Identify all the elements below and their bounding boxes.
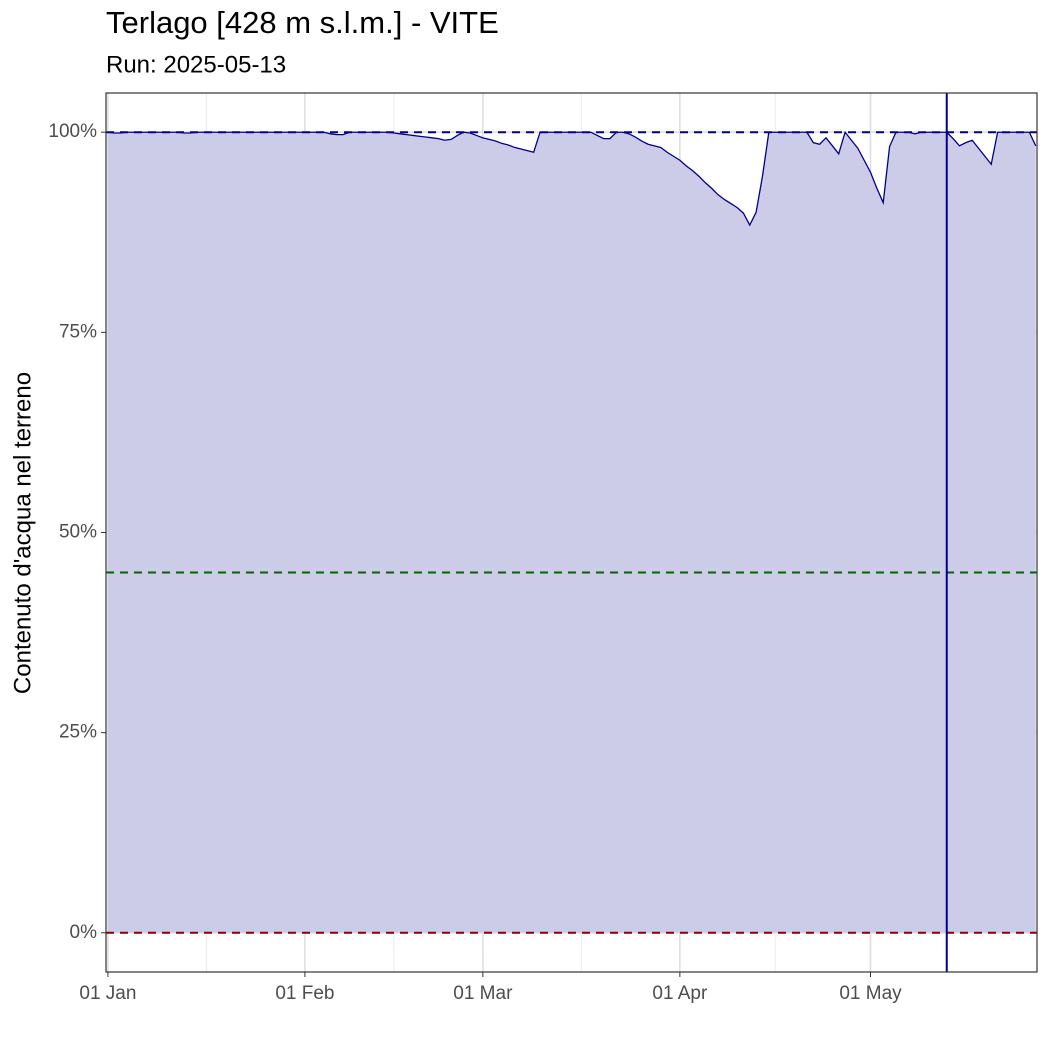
x-tick-label: 01 Apr — [652, 983, 708, 1004]
x-tick-label: 01 Jan — [79, 983, 136, 1004]
chart-subtitle: Run: 2025-05-13 — [106, 51, 286, 78]
x-tick-label: 01 Mar — [453, 983, 513, 1004]
area — [107, 132, 1036, 933]
y-axis-label: Contenuto d'acqua nel terreno — [9, 372, 36, 694]
y-tick-label: 0% — [70, 922, 98, 943]
y-tick-label: 50% — [59, 522, 97, 543]
panel-border — [105, 92, 1038, 973]
chart-title: Terlago [428 m s.l.m.] - VITE — [106, 5, 499, 40]
y-tick-label: 100% — [48, 121, 97, 142]
y-tick-label: 25% — [59, 722, 97, 743]
y-tick-label: 75% — [59, 321, 97, 342]
x-tick-label: 01 Feb — [275, 983, 334, 1004]
x-tick-label: 01 May — [839, 983, 902, 1004]
